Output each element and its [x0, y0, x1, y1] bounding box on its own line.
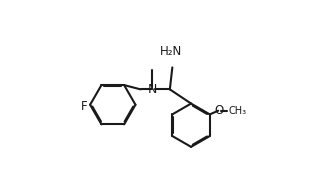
Text: H₂N: H₂N: [159, 45, 182, 58]
Text: N: N: [148, 83, 157, 96]
Text: CH₃: CH₃: [228, 106, 246, 116]
Text: F: F: [81, 100, 88, 113]
Text: O: O: [215, 104, 224, 117]
